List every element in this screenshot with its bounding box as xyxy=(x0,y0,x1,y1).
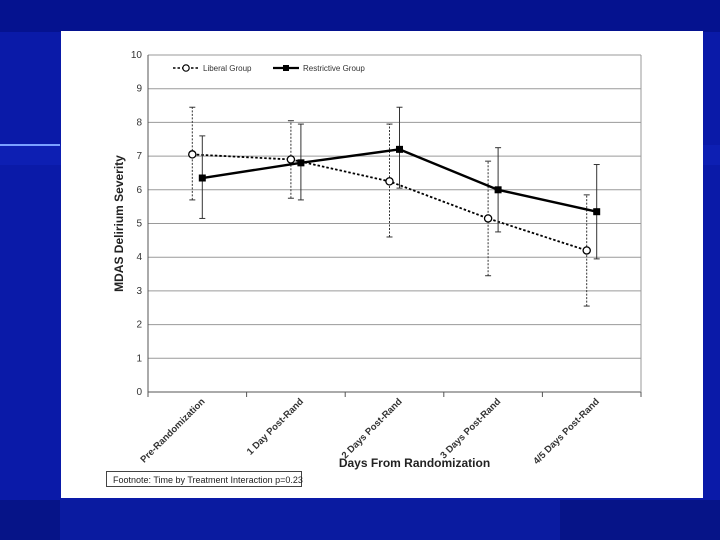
y-tick-label: 4 xyxy=(136,252,142,263)
y-tick-label: 5 xyxy=(136,219,142,230)
data-point xyxy=(494,186,502,194)
y-tick-label: 1 xyxy=(136,353,142,364)
line-chart: 0 1 2 3 4 5 6 7 8 9 10 Pre-Randomization 1 Day Post-… xyxy=(112,50,642,470)
slide-accent-line xyxy=(0,144,60,146)
data-point xyxy=(593,208,601,216)
x-tick-label: 2 Days Post-Rand xyxy=(340,396,405,461)
data-point xyxy=(188,150,197,159)
legend-marker xyxy=(283,65,289,71)
data-point xyxy=(297,159,305,167)
chart-slide: 0 1 2 3 4 5 6 7 8 9 10 Pre-Randomization 1 Day Post-… xyxy=(61,31,703,498)
data-point xyxy=(483,214,493,223)
x-tick-label: Pre-Randomization xyxy=(138,396,207,465)
y-tick-label: 8 xyxy=(136,117,142,128)
footnote: Footnote: Time by Treatment Interaction … xyxy=(106,471,303,487)
x-tick-label: 1 Day Post-Rand xyxy=(245,396,306,457)
x-tick-label: 3 Days Post-Rand xyxy=(438,396,503,461)
y-axis-title: MDAS Delirium Severity xyxy=(112,155,126,292)
y-tick-label: 10 xyxy=(131,50,143,61)
x-tick-label: 4/5 Days Post-Rand xyxy=(531,396,602,467)
slide-background-top xyxy=(0,0,720,32)
legend-label: Liberal Group xyxy=(203,64,252,73)
x-axis-title: Days From Randomization xyxy=(339,456,490,470)
data-point xyxy=(582,246,591,255)
data-point xyxy=(198,174,206,182)
data-point xyxy=(385,177,394,186)
y-tick-label: 3 xyxy=(136,286,142,297)
y-tick-label: 9 xyxy=(136,84,142,95)
y-tick-label: 2 xyxy=(136,320,142,331)
slide-background-bottom-band xyxy=(60,500,560,540)
legend-label: Restrictive Group xyxy=(303,64,365,73)
y-tick-label: 7 xyxy=(136,151,142,162)
legend-marker xyxy=(182,64,190,72)
y-tick-label: 0 xyxy=(136,387,142,398)
data-point xyxy=(286,155,296,164)
data-point xyxy=(396,145,403,153)
y-tick-label: 6 xyxy=(136,185,142,196)
